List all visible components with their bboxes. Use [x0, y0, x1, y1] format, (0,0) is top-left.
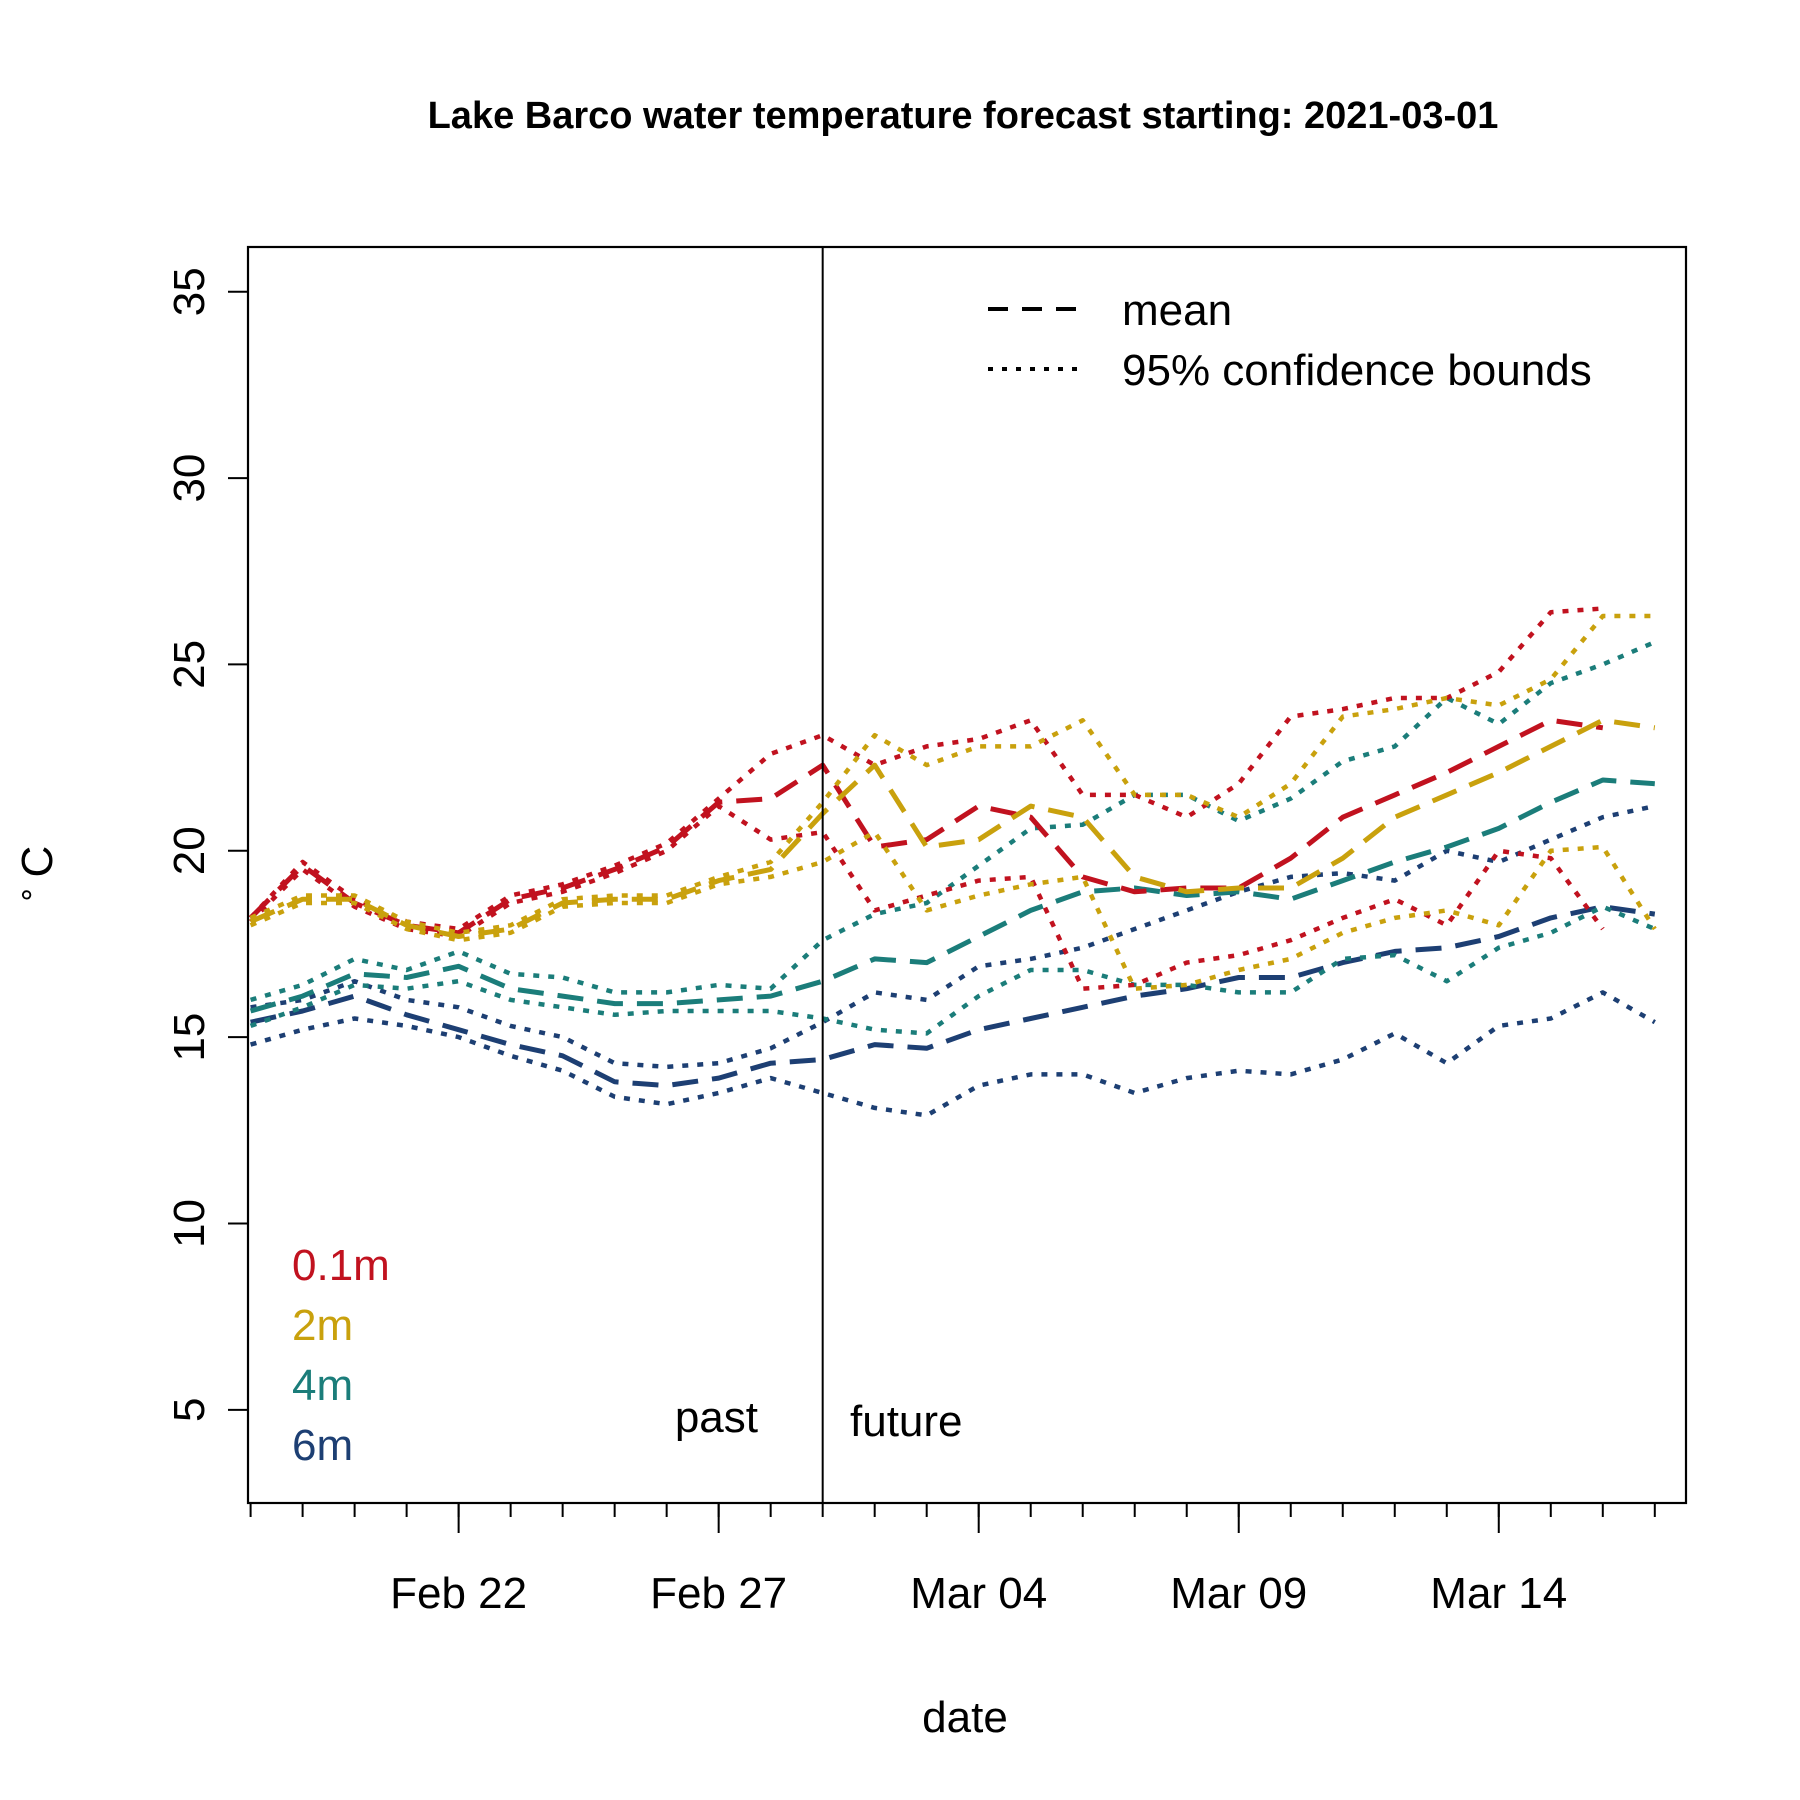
plot-frame [246, 245, 1688, 1505]
x-tick-label: Mar 14 [1430, 1569, 1567, 1618]
x-axis: Feb 22 Feb 27 Mar 04 Mar 09 Mar 14 [249, 1502, 1656, 1618]
series-2m-upper-line [249, 613, 1655, 936]
y-tick-label: 20 [165, 826, 214, 875]
series-4m-lower-line [249, 904, 1656, 1036]
x-tick-label: Feb 22 [390, 1569, 527, 1618]
depth-legend: 0.1m 2m 4m 6m [292, 1241, 390, 1470]
y-tick-label: 25 [165, 640, 214, 689]
series-0-1m-upper-line [248, 606, 1603, 932]
svg-text:∘C: ∘C [10, 846, 62, 905]
depth-label-0-1m: 0.1m [292, 1241, 390, 1290]
y-tick-label: 30 [165, 454, 214, 503]
style-legend: mean 95% confidence bounds [988, 286, 1592, 395]
y-axis: 5 10 15 20 25 30 35 [165, 267, 249, 1422]
y-tick-label: 5 [165, 1398, 214, 1422]
past-label: past [675, 1393, 758, 1442]
legend-bounds-label: 95% confidence bounds [1122, 346, 1592, 395]
y-tick-label: 15 [165, 1013, 214, 1062]
x-tick-label: Feb 27 [650, 1569, 787, 1618]
series-6m-mean-line [250, 904, 1656, 1089]
plot-lines [248, 606, 1657, 1118]
y-axis-label: ∘C [10, 846, 62, 905]
legend-mean-label: mean [1122, 286, 1232, 335]
depth-label-4m: 4m [292, 1361, 353, 1410]
x-tick-label: Mar 04 [910, 1569, 1047, 1618]
series-6m-upper-line [250, 803, 1656, 1070]
degree-symbol: ∘ [10, 886, 43, 905]
depth-label-6m: 6m [292, 1421, 353, 1470]
depth-label-2m: 2m [292, 1301, 353, 1350]
x-axis-label: date [922, 1693, 1008, 1742]
y-tick-label: 35 [165, 267, 214, 316]
y-tick-label: 10 [165, 1199, 214, 1248]
series-6m-lower-line [249, 990, 1656, 1118]
series-0-1m-mean-line [248, 717, 1604, 936]
unit-label: C [13, 846, 62, 878]
series-4m-mean-line [249, 777, 1655, 1014]
future-label: future [850, 1397, 963, 1446]
x-tick-label: Mar 09 [1170, 1569, 1307, 1618]
chart-title: Lake Barco water temperature forecast st… [428, 95, 1499, 137]
series-4m-upper-line [249, 640, 1656, 1003]
series-2m-mean-line [249, 717, 1656, 939]
